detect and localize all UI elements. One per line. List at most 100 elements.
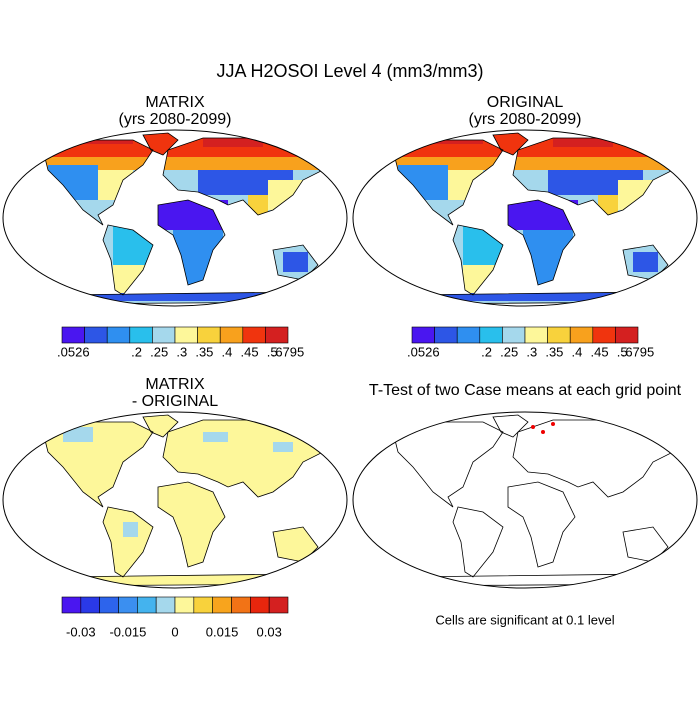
coastline	[102, 224, 154, 296]
colorbar-box	[265, 326, 289, 344]
coastline	[392, 421, 504, 508]
land-fill	[598, 195, 618, 215]
coastline	[492, 132, 529, 156]
coastline	[142, 414, 179, 438]
land-fill	[203, 432, 228, 442]
coastline	[42, 421, 154, 508]
colorbar-box	[106, 326, 131, 344]
colorbar-box	[84, 326, 108, 344]
colorbar-label: .4	[572, 344, 583, 359]
panel-title: (yrs 2080-2099)	[469, 111, 582, 128]
map	[2, 129, 348, 307]
coastline	[392, 139, 504, 226]
colorbar-label: .6795	[622, 344, 655, 359]
colorbar-box	[118, 596, 138, 614]
colorbar-box	[547, 326, 571, 344]
map	[2, 411, 348, 589]
colorbar-label: .35	[195, 344, 213, 359]
land-fill	[63, 293, 303, 301]
colorbar-label: .3	[176, 344, 187, 359]
colorbar-box	[193, 596, 213, 614]
colorbar-label: .2	[131, 344, 142, 359]
colorbar-box	[219, 326, 244, 344]
land-fill	[398, 165, 448, 200]
panel-title: (yrs 2080-2099)	[119, 111, 232, 128]
colorbar-label: .35	[545, 344, 563, 359]
colorbar-box	[524, 326, 548, 344]
land-fill	[448, 170, 483, 200]
land-fill	[523, 230, 573, 285]
map-border	[352, 129, 698, 307]
colorbar-label: .45	[241, 344, 259, 359]
land-fill	[268, 180, 303, 210]
colorbar-box	[212, 596, 232, 614]
colorbar-box	[152, 326, 176, 344]
coastline	[512, 419, 684, 498]
land-fill	[113, 265, 153, 295]
colorbar-label: -0.015	[109, 624, 146, 639]
colorbar-label: .4	[222, 344, 233, 359]
land-fill	[98, 170, 133, 200]
land-fill	[273, 442, 293, 452]
significant-cell	[551, 422, 555, 426]
coastline	[42, 139, 154, 226]
land-fill	[463, 265, 503, 295]
colorbar-box	[592, 326, 616, 344]
map	[352, 129, 698, 307]
colorbar-box	[174, 326, 198, 344]
land-fill	[553, 135, 613, 147]
colorbar-box	[456, 326, 481, 344]
colorbar-box	[80, 596, 100, 614]
coastline	[622, 526, 669, 563]
colorbar-box	[434, 326, 458, 344]
land-fill	[248, 195, 268, 215]
colorbar-label: .0526	[57, 344, 90, 359]
colorbar-label: 0.03	[257, 624, 282, 639]
land-fill	[43, 155, 333, 170]
land-fill	[43, 415, 333, 586]
land-fill	[618, 180, 653, 210]
land-fill	[283, 252, 308, 272]
figure-title: JJA H2OSOI Level 4 (mm3/mm3)	[216, 61, 483, 81]
land-fill	[123, 522, 138, 537]
colorbar-label: .2	[481, 344, 492, 359]
coastline	[492, 414, 529, 438]
land-fill	[48, 165, 98, 200]
land-fill	[413, 133, 483, 144]
colorbar-label: .6795	[272, 344, 305, 359]
colorbar-box	[99, 596, 119, 614]
colorbar-label: .45	[591, 344, 609, 359]
colorbar-label: 0	[171, 624, 178, 639]
significant-cell	[531, 425, 535, 429]
map-border	[2, 411, 348, 589]
colorbar-label: .3	[526, 344, 537, 359]
colorbar-label: .25	[500, 344, 518, 359]
colorbar-box	[250, 596, 270, 614]
coastline	[391, 573, 674, 587]
land-fill	[413, 293, 653, 301]
colorbar-box	[174, 596, 195, 614]
colorbar-box	[615, 326, 639, 344]
map-border	[352, 411, 698, 589]
colorbar-label: -0.03	[66, 624, 96, 639]
panel-title: T-Test of two Case means at each grid po…	[369, 382, 682, 399]
land-fill	[203, 135, 263, 147]
panel-title: MATRIX	[145, 376, 205, 393]
note: Cells are significant at 0.1 level	[435, 612, 614, 627]
land-fill	[633, 252, 658, 272]
colorbar-box	[479, 326, 503, 344]
significant-cell	[541, 430, 545, 434]
land-fill	[393, 155, 683, 170]
colorbar-label: .5	[267, 344, 278, 359]
coastline	[157, 199, 226, 286]
colorbar-label: .25	[150, 344, 168, 359]
colorbar-box	[242, 326, 266, 344]
colorbar-box	[155, 596, 176, 614]
panel-title: ORIGINAL	[487, 94, 564, 111]
land-fill	[63, 133, 133, 144]
land-fill	[153, 200, 228, 230]
colorbar-box	[61, 596, 82, 614]
coastline	[102, 506, 154, 578]
coastline	[157, 481, 226, 568]
